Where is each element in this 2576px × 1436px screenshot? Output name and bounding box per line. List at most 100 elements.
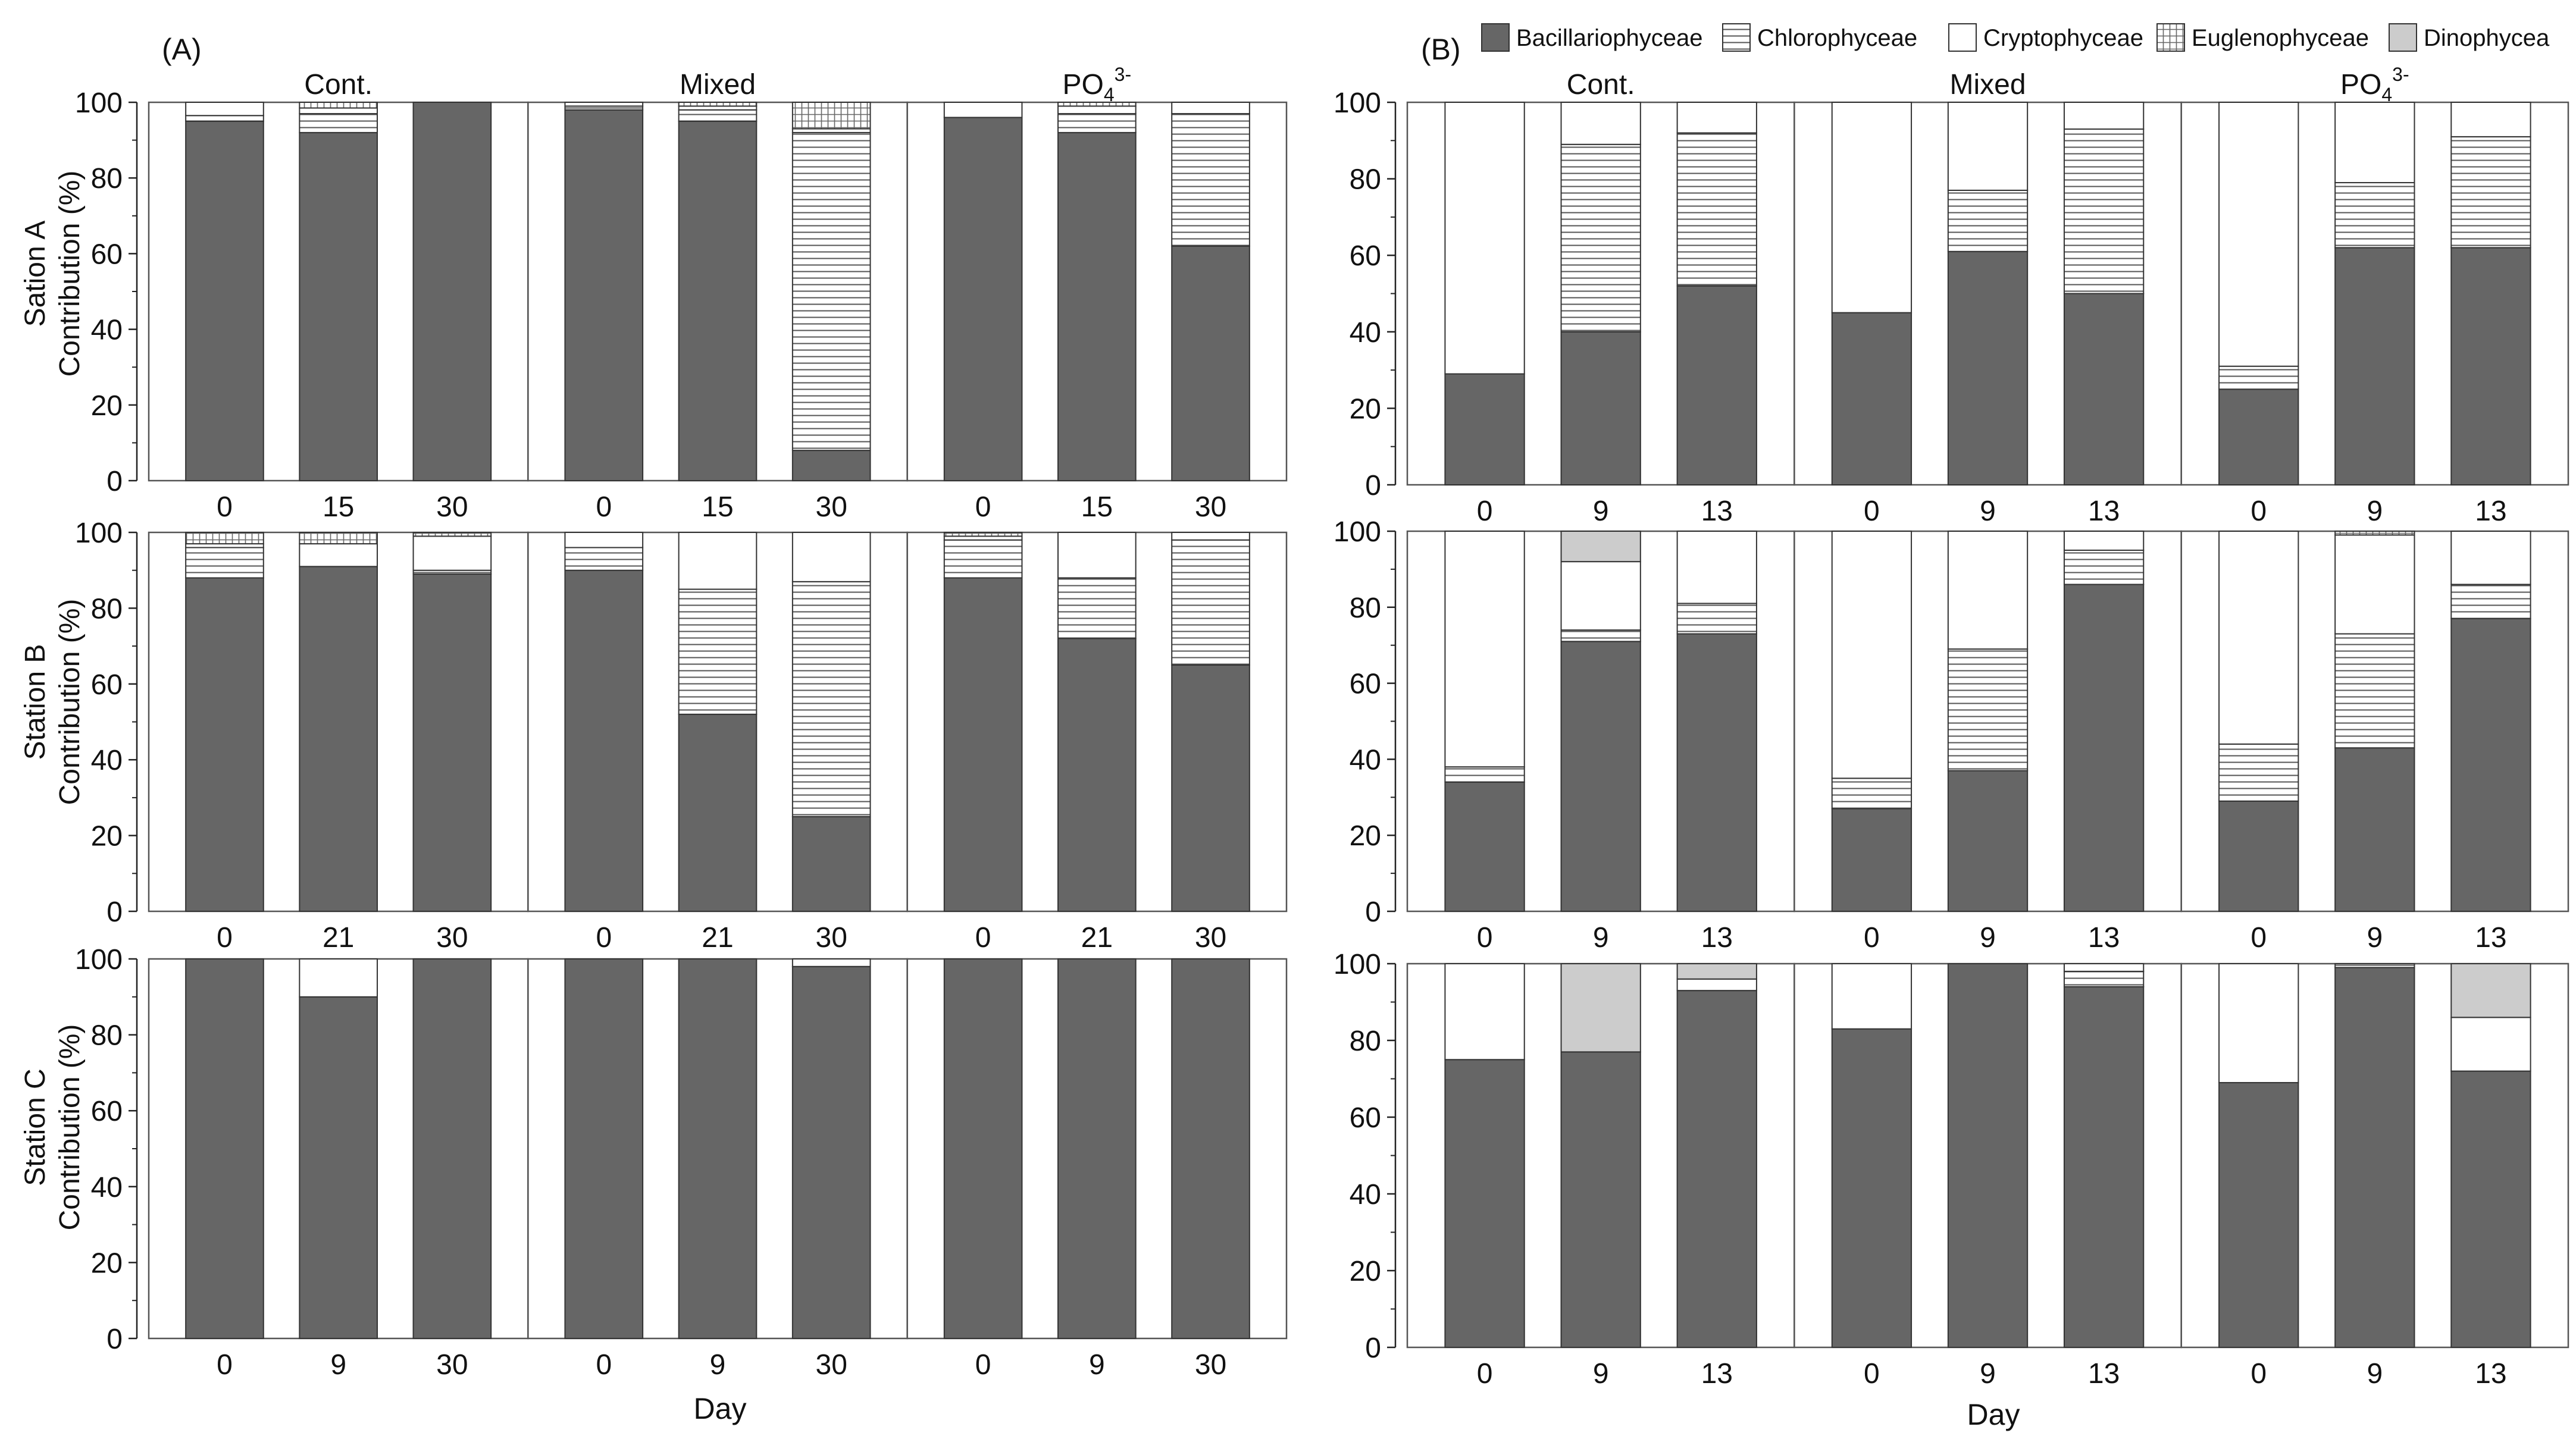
y-tick-label: 100 bbox=[1334, 949, 1381, 980]
bar-bacillariophyceae-mixed-day-0 bbox=[564, 109, 644, 482]
group-title-cont-: Cont. bbox=[1567, 69, 1635, 101]
bar-bacillariophyceae-mixed-day-13 bbox=[2063, 986, 2145, 1348]
bar-bacillariophyceae-po43--day-0 bbox=[2218, 388, 2299, 485]
x-tick-label: 9 bbox=[2367, 496, 2383, 527]
legend-label-bacillariophyceae: Bacillariophyceae bbox=[1516, 25, 1703, 51]
bar-cryptophyceae-mixed-day-9 bbox=[1947, 102, 2029, 191]
bar-cryptophyceae-po43--day-15 bbox=[1057, 105, 1137, 115]
bar-chlorophyceae-mixed-day-30 bbox=[791, 581, 871, 817]
chart-b-station-a: 0 9 13 0 9 13 0 9 13 0 20 40 60 80 100 Cont. Mixed PO43- bbox=[1334, 64, 2569, 527]
bar-bacillariophyceae-cont--day-21 bbox=[299, 566, 378, 912]
x-tick-label: 30 bbox=[1195, 1349, 1226, 1381]
bar-bacillariophyceae-cont--day-0 bbox=[1444, 373, 1525, 486]
x-tick-label: 9 bbox=[710, 1349, 726, 1381]
bar-cryptophyceae-cont--day-15 bbox=[299, 107, 378, 115]
bar-bacillariophyceae-cont--day-0 bbox=[185, 577, 264, 912]
x-tick-label: 9 bbox=[1980, 1358, 1996, 1390]
y-tick-label: 0 bbox=[1365, 896, 1381, 928]
legend-label-cryptophyceae: Cryptophyceae bbox=[1983, 25, 2143, 51]
legend-label-chlorophyceae: Chlorophyceae bbox=[1757, 25, 1917, 51]
x-tick-label: 0 bbox=[1477, 496, 1493, 527]
bar-bacillariophyceae-cont--day-0 bbox=[185, 120, 264, 482]
x-tick-label: 15 bbox=[1081, 491, 1113, 523]
bar-bacillariophyceae-po43--day-0 bbox=[943, 958, 1023, 1339]
group-title-po43-: PO43- bbox=[2340, 64, 2409, 105]
bar-chlorophyceae-po43--day-30 bbox=[1171, 113, 1250, 247]
ylabel-station-c-line1: Station C bbox=[20, 1068, 51, 1186]
bar-cryptophyceae-mixed-day-13 bbox=[2063, 963, 2145, 972]
y-tick-label: 0 bbox=[107, 466, 123, 497]
y-tick-label: 0 bbox=[1365, 470, 1381, 501]
bar-cryptophyceae-po43--day-30 bbox=[1171, 102, 1250, 115]
bar-euglenophyceae-cont--day-0 bbox=[185, 532, 264, 545]
bar-cryptophyceae-po43--day-13 bbox=[2450, 1017, 2531, 1072]
bar-euglenophyceae-po43--day-0 bbox=[943, 532, 1023, 537]
bar-dinophycea-po43--day-13 bbox=[2450, 963, 2531, 1018]
ylabel-station-b: Station B Contribution (%) bbox=[20, 599, 86, 805]
y-tick-label: 20 bbox=[1350, 820, 1381, 852]
x-tick-label: 0 bbox=[217, 1349, 233, 1381]
bar-chlorophyceae-cont--day-9 bbox=[1560, 143, 1641, 333]
legend-swatch-euglenophyceae bbox=[2156, 23, 2185, 52]
bar-bacillariophyceae-cont--day-13 bbox=[1676, 285, 1757, 485]
bar-chlorophyceae-mixed-day-21 bbox=[678, 588, 758, 715]
x-tick-label: 15 bbox=[323, 491, 354, 523]
bar-bacillariophyceae-cont--day-0 bbox=[1444, 1059, 1525, 1348]
bar-cryptophyceae-po43--day-0 bbox=[2218, 531, 2299, 745]
x-tick-label: 30 bbox=[436, 922, 468, 954]
group-title-subscript: 4 bbox=[2381, 84, 2392, 105]
bar-bacillariophyceae-mixed-day-9 bbox=[1947, 250, 2029, 485]
bar-bacillariophyceae-po43--day-0 bbox=[943, 577, 1023, 912]
chart-a-station-b: 0 21 30 0 21 30 0 21 30 0 20 40 60 80 100 bbox=[75, 518, 1288, 954]
bar-bacillariophyceae-mixed-day-30 bbox=[791, 450, 871, 481]
x-tick-label: 0 bbox=[975, 1349, 991, 1381]
bar-cryptophyceae-mixed-day-0 bbox=[564, 102, 644, 107]
bar-bacillariophyceae-po43--day-13 bbox=[2450, 1070, 2531, 1348]
y-tick-label: 80 bbox=[91, 1020, 123, 1052]
legend-label-euglenophyceae: Euglenophyceae bbox=[2192, 25, 2369, 51]
bar-bacillariophyceae-mixed-day-9 bbox=[678, 958, 758, 1339]
bar-cryptophyceae-po43--day-30 bbox=[1171, 532, 1250, 541]
y-tick-label: 100 bbox=[75, 87, 123, 119]
x-tick-label: 0 bbox=[2251, 496, 2267, 527]
x-tick-label: 21 bbox=[323, 922, 354, 954]
x-tick-label: 30 bbox=[436, 1349, 468, 1381]
x-tick-label: 0 bbox=[1477, 1358, 1493, 1390]
bar-chlorophyceae-po43--day-9 bbox=[2334, 963, 2415, 968]
bar-cryptophyceae-po43--day-9 bbox=[2334, 102, 2415, 184]
legend-label-dinophycea: Dinophycea bbox=[2424, 25, 2550, 51]
x-tick-label: 0 bbox=[217, 491, 233, 523]
y-tick-label: 60 bbox=[91, 1096, 123, 1127]
y-tick-label: 20 bbox=[1350, 393, 1381, 425]
bar-cryptophyceae-po43--day-0 bbox=[943, 102, 1023, 118]
x-tick-label: 0 bbox=[596, 491, 612, 523]
group-title-cont-: Cont. bbox=[304, 69, 373, 101]
bar-cryptophyceae-mixed-day-0 bbox=[1831, 531, 1913, 779]
bar-chlorophyceae-mixed-day-9 bbox=[1947, 189, 2029, 252]
y-tick-label: 40 bbox=[1350, 1179, 1381, 1211]
x-axis-title-a: Day bbox=[694, 1392, 747, 1425]
ylabel-station-a: Sation A Contribution (%) bbox=[20, 171, 86, 377]
x-tick-label: 30 bbox=[816, 491, 847, 523]
bar-dinophycea-cont--day-13 bbox=[1676, 963, 1757, 980]
y-tick-label: 60 bbox=[1350, 669, 1381, 700]
bar-bacillariophyceae-po43--day-0 bbox=[943, 117, 1023, 481]
x-tick-label: 0 bbox=[1864, 1358, 1880, 1390]
bar-bacillariophyceae-mixed-day-15 bbox=[678, 120, 758, 482]
bar-cryptophyceae-po43--day-9 bbox=[2334, 534, 2415, 635]
bar-chlorophyceae-po43--day-21 bbox=[1057, 577, 1137, 639]
group-title-superscript: 3- bbox=[1115, 64, 1131, 85]
bar-bacillariophyceae-cont--day-9 bbox=[299, 996, 378, 1340]
x-tick-label: 9 bbox=[1593, 496, 1609, 527]
bar-euglenophyceae-mixed-day-30 bbox=[791, 102, 871, 130]
bar-bacillariophyceae-po43--day-9 bbox=[2334, 247, 2415, 485]
bar-cryptophyceae-mixed-day-21 bbox=[678, 532, 758, 590]
chart-a-station-c: 0 9 30 0 9 30 0 9 30 0 20 40 60 80 100 bbox=[75, 944, 1288, 1381]
legend: Bacillariophyceae Chlorophyceae Cryptophyc… bbox=[1481, 23, 2550, 52]
x-tick-label: 21 bbox=[1081, 922, 1113, 954]
bar-bacillariophyceae-mixed-day-0 bbox=[564, 569, 644, 912]
y-tick-label: 80 bbox=[91, 163, 123, 195]
bar-bacillariophyceae-cont--day-30 bbox=[412, 102, 492, 481]
bar-cryptophyceae-cont--day-0 bbox=[1444, 531, 1525, 768]
